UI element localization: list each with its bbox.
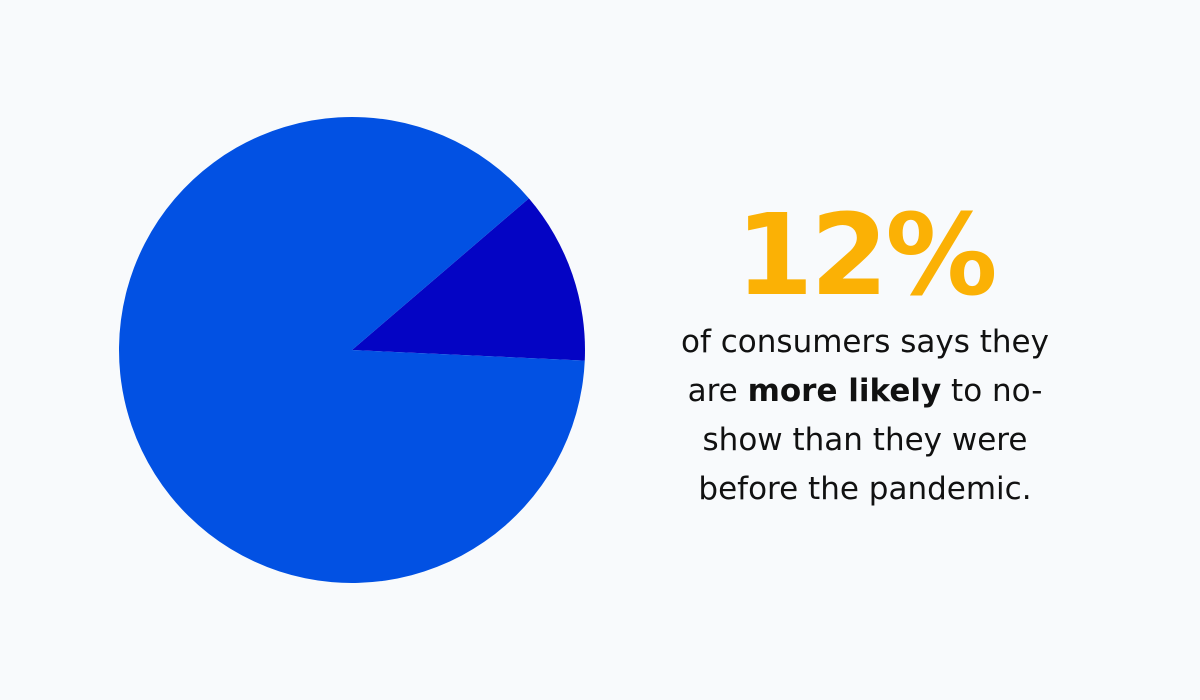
pie-chart	[118, 116, 586, 584]
pie-chart-svg	[119, 116, 585, 584]
caption-line-2-post: to no-	[941, 373, 1043, 409]
stat-panel: 12% of consumers says they are more like…	[640, 200, 1090, 514]
pie-slice-0	[119, 116, 585, 584]
stat-caption: of consumers says they are more likely t…	[640, 318, 1090, 514]
pie-slice-1	[352, 198, 585, 361]
caption-line-2-pre: are	[687, 373, 748, 409]
caption-line-4: before the pandemic.	[698, 471, 1032, 507]
caption-line-1: of consumers says they	[681, 324, 1049, 360]
stat-value: 12%	[735, 191, 997, 321]
caption-line-3: show than they were	[702, 422, 1028, 458]
caption-emphasis: more likely	[747, 373, 942, 409]
